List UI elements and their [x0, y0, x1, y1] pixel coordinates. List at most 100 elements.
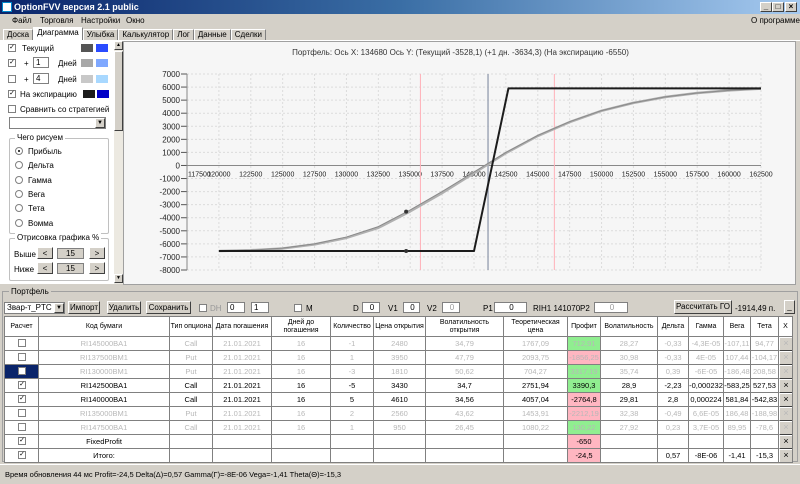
above-increase-button[interactable]: > — [89, 247, 105, 259]
calculate-go-button[interactable]: Рассчитать ГО — [674, 300, 732, 314]
menu-file[interactable]: Файл — [12, 16, 32, 25]
p1-input[interactable]: 0 — [494, 302, 527, 313]
table-row[interactable]: RI137500BM1 Put 21.01.2021 16 1 3950 47,79 2093… — [5, 351, 792, 365]
tab-calculator[interactable]: Калькулятор — [118, 29, 174, 40]
spin1-input[interactable]: 0 — [227, 302, 245, 313]
draw-option-radio[interactable] — [15, 161, 23, 170]
strategy-select[interactable] — [9, 117, 106, 129]
column-header[interactable]: Гамма — [689, 317, 724, 337]
table-row[interactable]: ✓ RI140000BA1 Call 21.01.2021 16 5 4610 34,56 40… — [5, 393, 792, 407]
menu-window[interactable]: Окно — [126, 16, 145, 25]
above-decrease-button[interactable]: < — [37, 247, 53, 259]
scroll-down-icon[interactable]: ▼ — [114, 274, 123, 283]
column-header[interactable]: Дней до погашения — [272, 317, 331, 337]
plus4-color-swatch[interactable] — [81, 75, 93, 83]
column-header[interactable]: Дельта — [658, 317, 689, 337]
v1-input[interactable]: 0 — [403, 302, 420, 313]
minimize-portfolio-button[interactable]: _ — [784, 300, 795, 314]
draw-option-radio[interactable] — [15, 218, 23, 227]
plus4-checkbox[interactable] — [8, 75, 16, 83]
calc-checkbox[interactable]: ✓ — [18, 451, 26, 459]
menu-settings[interactable]: Настройки — [81, 16, 121, 25]
column-header[interactable]: X — [779, 317, 792, 337]
expiry-checkbox[interactable]: ✓ — [8, 90, 16, 98]
minimize-button[interactable]: _ — [760, 2, 772, 12]
save-button[interactable]: Сохранить — [146, 301, 191, 314]
column-header[interactable]: Цена открытия — [374, 317, 426, 337]
tab-board[interactable]: Доска — [3, 29, 34, 40]
column-header[interactable]: Код бумаги — [39, 317, 170, 337]
current-checkbox[interactable]: ✓ — [8, 44, 16, 52]
plus1-color-swatch[interactable] — [81, 59, 93, 67]
draw-option-radio[interactable] — [15, 175, 23, 184]
delete-row-icon[interactable]: × — [779, 421, 792, 435]
delete-row-icon[interactable]: × — [779, 365, 792, 379]
draw-option-radio[interactable] — [15, 204, 23, 213]
column-header[interactable]: Волатильность открытия — [426, 317, 504, 337]
table-row[interactable]: ✓ RI142500BA1 Call 21.01.2021 16 -5 3430 34,7 27… — [5, 379, 792, 393]
column-header[interactable]: Волатильность — [601, 317, 658, 337]
draw-option-radio[interactable] — [15, 189, 23, 198]
tab-diagram[interactable]: Диаграмма — [33, 27, 83, 40]
plus1-days-input[interactable]: 1 — [33, 57, 49, 68]
calc-checkbox[interactable]: ✓ — [18, 395, 26, 403]
calc-checkbox[interactable]: ✓ — [18, 381, 26, 389]
calc-checkbox[interactable]: ✓ — [18, 437, 26, 445]
calc-checkbox[interactable] — [18, 353, 26, 361]
table-row[interactable]: RI147500BA1 Call 21.01.2021 16 1 950 26,45 1080… — [5, 421, 792, 435]
calc-checkbox[interactable] — [18, 423, 26, 431]
compare-checkbox[interactable] — [8, 105, 16, 113]
delete-row-icon[interactable]: × — [779, 351, 792, 365]
portfolio-select[interactable]: Звар-т_PTC — [4, 302, 65, 314]
tab-deals[interactable]: Сделки — [230, 29, 267, 40]
calc-checkbox[interactable] — [18, 409, 26, 417]
expiry-color-swatch[interactable] — [83, 90, 95, 98]
column-header[interactable]: Тип опциона — [170, 317, 213, 337]
dh-checkbox[interactable] — [199, 304, 207, 312]
column-header[interactable]: Тета — [751, 317, 779, 337]
delete-row-icon[interactable]: × — [779, 407, 792, 421]
p2-input[interactable]: 0 — [594, 302, 628, 313]
table-row[interactable]: ✓ Итого: -24,5 0,57 -8E-06 -1,41 -15,3 × — [5, 449, 792, 462]
plus4-days-input[interactable]: 4 — [33, 73, 49, 84]
import-button[interactable]: Импорт — [68, 301, 100, 314]
v2-input[interactable]: 0 — [442, 302, 460, 313]
draw-option-radio[interactable] — [15, 147, 23, 155]
column-header[interactable]: Дата погашения — [213, 317, 272, 337]
column-header[interactable]: Теоретическая цена — [504, 317, 568, 337]
current-color-swatch[interactable] — [81, 44, 93, 52]
table-row[interactable]: RI135000BM1 Put 21.01.2021 16 2 2560 43,62 1453… — [5, 407, 792, 421]
chevron-down-icon[interactable]: ▼ — [95, 118, 105, 128]
scroll-up-icon[interactable]: ▲ — [114, 41, 123, 50]
maximize-button[interactable]: □ — [772, 2, 784, 12]
delete-row-icon[interactable]: × — [779, 435, 792, 449]
calc-checkbox[interactable] — [18, 367, 26, 375]
chevron-down-icon[interactable]: ▼ — [54, 303, 64, 313]
delete-button[interactable]: Удалить — [107, 301, 141, 314]
plus4-alt-color-swatch[interactable] — [96, 75, 108, 83]
delete-row-icon[interactable]: × — [779, 337, 792, 351]
plus1-checkbox[interactable]: ✓ — [8, 59, 16, 67]
tab-data[interactable]: Данные — [193, 29, 231, 40]
current-alt-color-swatch[interactable] — [96, 44, 108, 52]
expiry-alt-color-swatch[interactable] — [97, 90, 109, 98]
below-decrease-button[interactable]: < — [37, 262, 53, 274]
column-header[interactable]: Расчет — [5, 317, 39, 337]
left-panel-scrollbar[interactable]: ▲ ▼ — [114, 41, 123, 284]
d-input[interactable]: 0 — [362, 302, 380, 313]
plus1-alt-color-swatch[interactable] — [96, 59, 108, 67]
tab-log[interactable]: Лог — [173, 29, 194, 40]
m-checkbox[interactable] — [294, 304, 302, 312]
delete-row-icon[interactable]: × — [779, 379, 792, 393]
table-row[interactable]: RI145000BA1 Call 21.01.2021 16 -1 2480 34,79 17… — [5, 337, 792, 351]
tab-smile[interactable]: Улыбка — [82, 29, 119, 40]
payoff-chart[interactable]: 7000 6000 5000 4000 3000 2000 1000 0 -1000 -2000 -… — [124, 42, 797, 286]
delete-row-icon[interactable]: × — [779, 449, 792, 462]
column-header[interactable]: Количество — [331, 317, 374, 337]
delete-row-icon[interactable]: × — [779, 393, 792, 407]
table-row[interactable]: RI130000BM1 Put 21.01.2021 16 -3 1810 50,62 704… — [5, 365, 792, 379]
table-row[interactable]: ✓ FixedProfit -650 × — [5, 435, 792, 449]
menu-trading[interactable]: Торговля — [40, 16, 74, 25]
column-header[interactable]: Профит — [568, 317, 601, 337]
below-increase-button[interactable]: > — [89, 262, 105, 274]
